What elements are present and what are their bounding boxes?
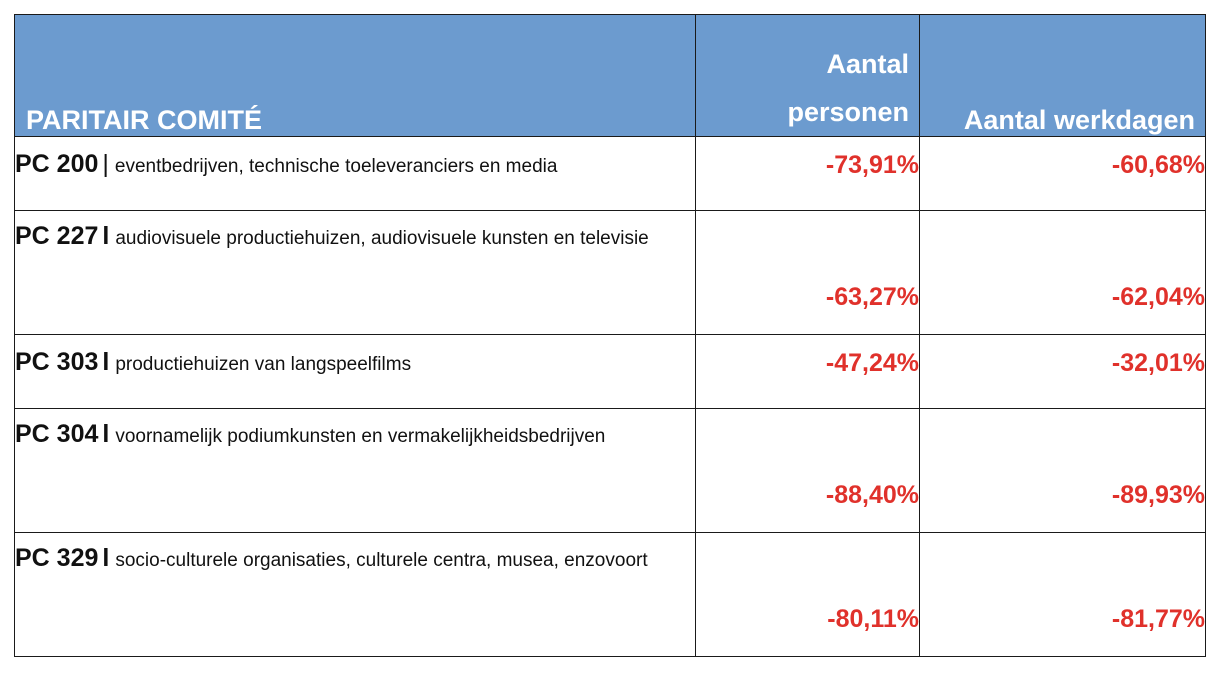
committee-separator: l [102,222,110,250]
persons-value: -63,27% [695,210,920,335]
persons-value: -73,91% [695,136,920,211]
committee-description: eventbedrijven, technische toeleverancie… [114,156,558,177]
committee-code: PC 303 [15,348,99,376]
table-row: PC 304 l voornamelijk podiumkunsten en ver… [14,408,1206,533]
table-row: PC 227 l audiovisuele productiehuizen, aud… [14,210,1206,335]
header-committee: PARITAIR COMITÉ [14,14,696,137]
table-row: PC 200 | eventbedrijven, technische toelev… [14,136,1206,211]
workdays-value: -81,77% [919,532,1206,657]
committee-description: productiehuizen van langspeelfilms [115,354,412,375]
table-row: PC 329 l socio-culturele organisaties, cul… [14,532,1206,657]
header-persons-line1: Aantal [826,49,909,79]
committee-separator: l [102,544,110,572]
committee-code: PC 329 [15,544,99,572]
committee-cell: PC 227 l audiovisuele productiehuizen, aud… [14,210,696,335]
committee-cell: PC 303 l productiehuizen van langspeelfilm… [14,334,696,409]
committee-cell: PC 329 l socio-culturele organisaties, cul… [14,532,696,657]
committee-cell: PC 200 | eventbedrijven, technische toelev… [14,136,696,211]
workdays-value: -62,04% [919,210,1206,335]
workdays-value: -89,93% [919,408,1206,533]
header-row: PARITAIR COMITÉ Aantal personen Aantal we… [14,14,1206,137]
committee-description: audiovisuele productiehuizen, audiovisue… [115,228,649,249]
committee-cell: PC 304 l voornamelijk podiumkunsten en ver… [14,408,696,533]
committee-separator: | [102,150,109,178]
workdays-value: -60,68% [919,136,1206,211]
committee-separator: l [102,420,110,448]
committee-description: socio-culturele organisaties, culturele … [115,550,648,571]
committee-separator: l [102,348,110,376]
header-persons: Aantal personen [695,14,920,137]
committee-code: PC 227 [15,222,99,250]
persons-value: -80,11% [695,532,920,657]
committee-code: PC 304 [15,420,99,448]
committee-code: PC 200 [15,150,99,178]
committee-description: voornamelijk podiumkunsten en vermakelij… [115,426,606,447]
header-persons-line2: personen [787,97,909,127]
persons-value: -47,24% [695,334,920,409]
header-workdays: Aantal werkdagen [919,14,1206,137]
workdays-value: -32,01% [919,334,1206,409]
table-row: PC 303 l productiehuizen van langspeelfilm… [14,334,1206,409]
persons-value: -88,40% [695,408,920,533]
paritair-comite-table: PARITAIR COMITÉ Aantal personen Aantal we… [14,14,1206,657]
